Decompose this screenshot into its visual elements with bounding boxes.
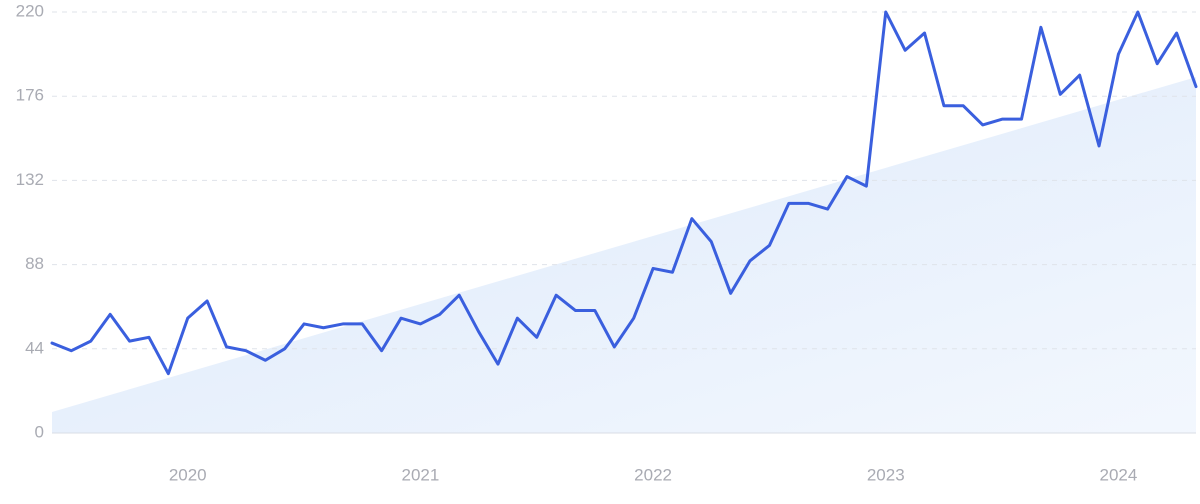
x-tick-label: 2024: [1100, 465, 1138, 484]
x-tick-label: 2022: [634, 465, 672, 484]
trend-area: [52, 77, 1196, 434]
x-tick-label: 2021: [401, 465, 439, 484]
data-line: [50, 10, 1198, 376]
y-tick-label: 176: [16, 86, 44, 105]
y-tick-label: 132: [16, 170, 44, 189]
y-tick-label: 220: [16, 1, 44, 20]
y-tick-label: 44: [25, 338, 44, 357]
x-tick-label: 2020: [169, 465, 207, 484]
y-tick-label: 88: [25, 254, 44, 273]
y-tick-label: 0: [35, 422, 44, 441]
x-tick-label: 2023: [867, 465, 905, 484]
